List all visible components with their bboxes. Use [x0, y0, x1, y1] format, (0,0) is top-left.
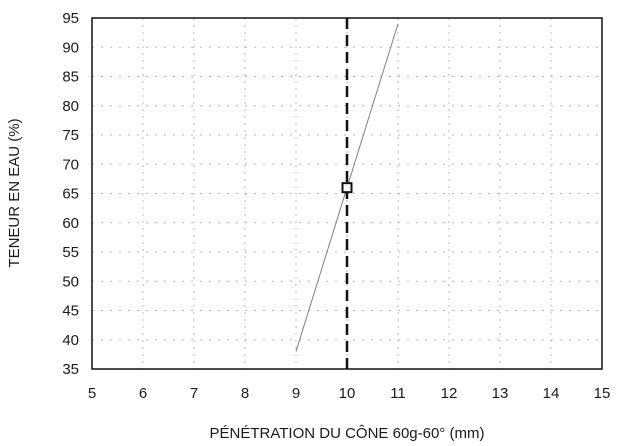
- x-tick-label-10: 10: [339, 385, 356, 402]
- plot-frame: [91, 17, 603, 370]
- y-tick-label-60: 60: [62, 215, 79, 232]
- y-tick-label-90: 90: [62, 39, 79, 56]
- x-axis-title: PÉNÉTRATION DU CÔNE 60g-60° (mm): [210, 425, 485, 442]
- y-tick-label-80: 80: [62, 98, 79, 115]
- x-tick-label-11: 11: [390, 385, 406, 402]
- y-tick-label-95: 95: [62, 10, 79, 27]
- x-tick-label-6: 6: [139, 385, 147, 402]
- y-tick-label-35: 35: [62, 361, 79, 378]
- marker-layer: [341, 182, 353, 194]
- x-tick-label-14: 14: [543, 385, 560, 402]
- y-tick-labels: 35 40 45 50 55 60 65 70 75 80 85 90 95: [62, 10, 79, 378]
- y-tick-label-50: 50: [62, 273, 79, 290]
- x-tick-label-12: 12: [441, 385, 458, 402]
- x-tick-label-5: 5: [88, 385, 96, 402]
- data-point-marker: [341, 182, 353, 194]
- y-tick-label-75: 75: [62, 127, 79, 144]
- y-axis-title: TENEUR EN EAU (%): [6, 118, 23, 267]
- y-tick-label-55: 55: [62, 244, 79, 261]
- x-tick-label-7: 7: [190, 385, 198, 402]
- x-tick-label-13: 13: [492, 385, 509, 402]
- y-tick-label-65: 65: [62, 186, 79, 203]
- x-tick-label-9: 9: [292, 385, 300, 402]
- x-tick-label-8: 8: [241, 385, 249, 402]
- y-tick-label-45: 45: [62, 303, 79, 320]
- y-tick-label-85: 85: [62, 69, 79, 86]
- x-tick-labels: 5 6 7 8 9 10 11 12 13 14 15: [88, 385, 611, 402]
- y-tick-label-70: 70: [62, 156, 79, 173]
- y-tick-label-40: 40: [62, 332, 79, 349]
- x-tick-label-15: 15: [594, 385, 611, 402]
